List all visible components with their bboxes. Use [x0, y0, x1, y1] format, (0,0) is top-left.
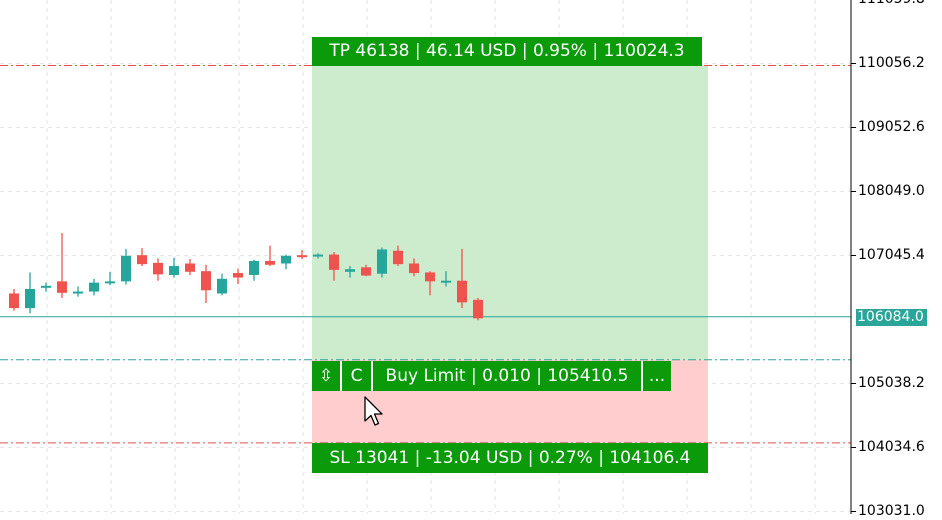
candle	[329, 252, 339, 281]
candle	[281, 254, 291, 270]
candle	[249, 259, 259, 281]
move-order-button[interactable]: ⇳	[312, 361, 342, 391]
candle	[169, 257, 179, 278]
price-axis-ticks	[851, 63, 856, 512]
candle	[73, 286, 83, 297]
candle-body	[217, 278, 227, 294]
candle-body	[233, 273, 243, 278]
price-axis-label: 105038.2	[858, 374, 925, 391]
candle	[457, 248, 467, 309]
candle-body	[409, 263, 419, 274]
order-toolbar: ⇳ C Buy Limit | 0.010 | 105410.5 ...	[312, 361, 671, 391]
candle-body	[249, 260, 259, 275]
candle-body	[73, 291, 83, 294]
candle	[41, 282, 51, 292]
candle-body	[201, 271, 211, 291]
candle	[361, 264, 371, 277]
price-axis-label: 110056.2	[858, 54, 925, 71]
price-axis-label: 109052.6	[858, 118, 925, 135]
price-axis-label: 103031.0	[858, 502, 925, 519]
candle	[265, 245, 275, 267]
price-axis-label: 104034.6	[858, 438, 925, 455]
candle-body	[441, 280, 451, 283]
candle-body	[185, 263, 195, 272]
candle	[25, 272, 35, 314]
candle-body	[361, 267, 371, 276]
price-axis-label: 111059.8	[858, 0, 925, 8]
mouse-cursor-icon	[364, 396, 383, 426]
candle	[57, 232, 67, 298]
candle	[313, 253, 323, 259]
candle-body	[105, 281, 115, 284]
candles	[9, 232, 483, 321]
candle	[377, 247, 387, 278]
candle-body	[265, 260, 275, 265]
candle-body	[41, 285, 51, 288]
candle	[137, 248, 147, 267]
candle	[473, 297, 483, 321]
candle	[409, 258, 419, 277]
candle	[89, 278, 99, 296]
candle-body	[345, 269, 355, 272]
candle-body	[57, 281, 67, 293]
candle	[9, 289, 19, 311]
current-price-label: 106084.0	[856, 308, 927, 326]
take-profit-zone[interactable]	[312, 65, 708, 360]
candle	[393, 245, 403, 267]
candle	[345, 266, 355, 278]
candle	[185, 259, 195, 275]
candle-body	[297, 255, 307, 258]
candle-body	[425, 272, 435, 282]
candle	[297, 250, 307, 260]
order-label[interactable]: Buy Limit | 0.010 | 105410.5	[373, 361, 643, 391]
take-profit-label[interactable]: TP 46138 | 46.14 USD | 0.95% | 110024.3	[312, 36, 702, 66]
candle	[105, 271, 115, 286]
candle	[121, 248, 131, 285]
candle-body	[89, 282, 99, 292]
candle-body	[153, 262, 163, 275]
candle-body	[25, 289, 35, 309]
candle-body	[137, 255, 147, 265]
stop-loss-label[interactable]: SL 13041 | -13.04 USD | 0.27% | 104106.4	[312, 442, 708, 473]
candle-body	[169, 266, 179, 275]
candle	[233, 268, 243, 284]
price-axis-label: 108049.0	[858, 182, 925, 199]
candle-body	[313, 254, 323, 257]
candle	[201, 264, 211, 304]
candle-body	[393, 250, 403, 265]
candle-body	[281, 255, 291, 264]
more-options-button[interactable]: ...	[643, 361, 671, 391]
candle-body	[457, 280, 467, 303]
candle-body	[121, 255, 131, 282]
candle	[441, 271, 451, 287]
price-axis-label: 107045.4	[858, 246, 925, 263]
close-order-button[interactable]: C	[342, 361, 373, 391]
candle-body	[377, 249, 387, 274]
candle-body	[329, 254, 339, 270]
candle	[217, 273, 227, 296]
candle	[425, 271, 435, 296]
candle-body	[473, 299, 483, 319]
candle	[153, 258, 163, 281]
candle-body	[9, 293, 19, 309]
